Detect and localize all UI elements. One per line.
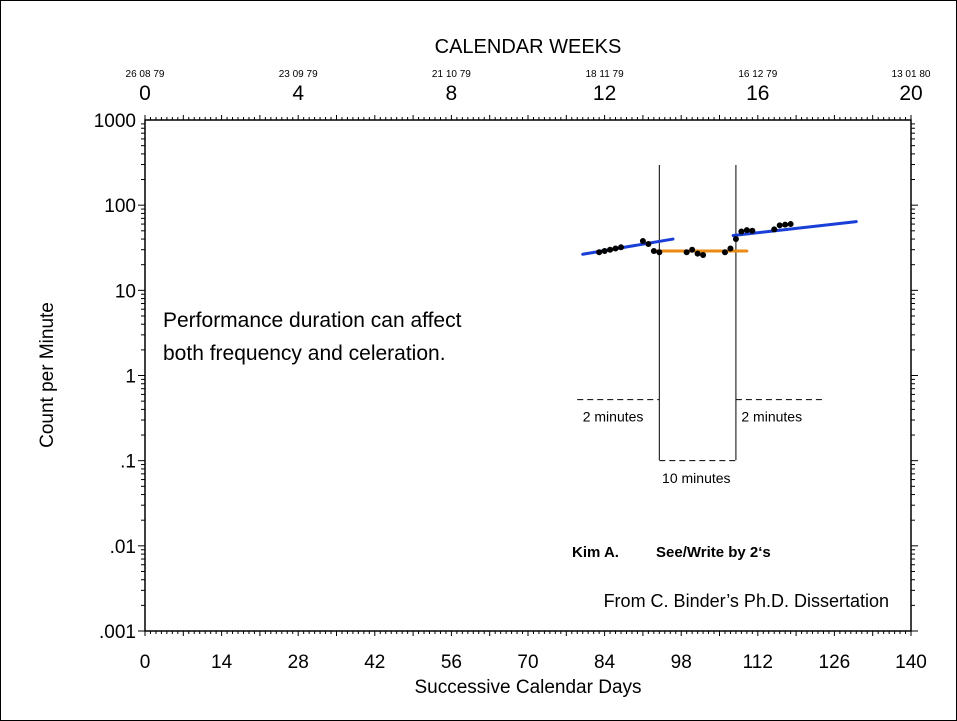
data-point	[645, 240, 652, 247]
top-title: CALENDAR WEEKS	[435, 36, 622, 58]
week-number-label: 12	[593, 82, 616, 105]
data-point	[771, 226, 778, 233]
note-line-2: both frequency and celeration.	[163, 342, 446, 365]
note-line-1: Performance duration can affect	[163, 309, 462, 332]
x-tick-label: 14	[211, 652, 233, 673]
x-tick-label: 126	[819, 652, 851, 673]
x-tick-label: 28	[288, 652, 309, 673]
week-date-label: 21 10 79	[432, 69, 471, 80]
data-points	[596, 221, 794, 258]
data-point	[618, 244, 625, 251]
duration-label: 2 minutes	[583, 408, 644, 424]
data-point	[782, 221, 789, 228]
y-tick-label: 10	[115, 281, 136, 302]
duration-annotations: 2 minutes 10 minutes 2 minutes	[577, 399, 824, 486]
data-point	[639, 237, 646, 244]
task-label: See/Write by 2‘s	[656, 544, 771, 561]
celeration-lines	[581, 220, 858, 256]
data-point	[787, 221, 794, 228]
data-point	[721, 249, 728, 256]
x-tick-label: 42	[364, 652, 385, 673]
data-point	[743, 227, 750, 234]
data-point	[732, 236, 739, 243]
y-tick-label: .01	[110, 537, 136, 558]
data-point	[738, 228, 745, 235]
calendar-weeks-axis: 26 08 79 0 23 09 79 4 21 10 79 8 18 11 79 12 16 …	[126, 69, 931, 105]
x-tick-label: 0	[140, 652, 151, 673]
x-tick-label: 140	[895, 652, 927, 673]
week-date-label: 18 11 79	[586, 69, 625, 80]
data-point	[749, 227, 756, 234]
y-tick-label: 100	[104, 196, 136, 217]
source-label: From C. Binder’s Ph.D. Dissertation	[604, 591, 889, 611]
week-date-label: 23 09 79	[279, 69, 318, 80]
data-point	[596, 249, 603, 256]
x-tick-label: 84	[594, 652, 616, 673]
y-axis-labels: 1000 100 10 1 .1 .01 .001	[94, 111, 136, 643]
data-point	[689, 246, 696, 253]
duration-label: 10 minutes	[662, 470, 730, 486]
data-point	[612, 245, 619, 252]
week-number-label: 16	[746, 82, 769, 105]
x-tick-label: 112	[743, 652, 773, 673]
data-point	[700, 251, 707, 258]
x-tick-label: 70	[517, 652, 538, 673]
learner-label: Kim A.	[572, 544, 619, 561]
x-axis-title: Successive Calendar Days	[414, 677, 641, 698]
week-number-label: 20	[899, 82, 922, 105]
data-point	[727, 245, 734, 252]
y-tick-label: .1	[120, 452, 136, 473]
plot-area	[144, 119, 912, 632]
data-point	[683, 249, 690, 256]
duration-label: 2 minutes	[741, 408, 802, 424]
week-date-label: 26 08 79	[126, 69, 165, 80]
week-number-label: 8	[446, 82, 458, 105]
week-number-label: 0	[139, 82, 151, 105]
data-point	[656, 249, 663, 256]
y-axis-title: Count per Minute	[37, 302, 58, 448]
data-point	[650, 247, 657, 254]
data-point	[694, 250, 701, 257]
data-point	[776, 222, 783, 229]
week-number-label: 4	[292, 82, 304, 105]
axis-ticks	[138, 115, 918, 636]
x-axis-labels: 0 14 28 42 56 70 84 98 112 126 140	[140, 652, 927, 673]
data-point	[601, 247, 608, 254]
y-tick-label: 1	[125, 367, 136, 388]
x-tick-label: 56	[441, 652, 462, 673]
y-tick-label: .001	[99, 622, 136, 643]
x-tick-label: 98	[671, 652, 692, 673]
phase-change-lines	[658, 165, 737, 460]
week-date-label: 16 12 79	[738, 69, 777, 80]
week-date-label: 13 01 80	[892, 69, 931, 80]
data-point	[607, 246, 614, 253]
y-tick-label: 1000	[94, 111, 136, 132]
